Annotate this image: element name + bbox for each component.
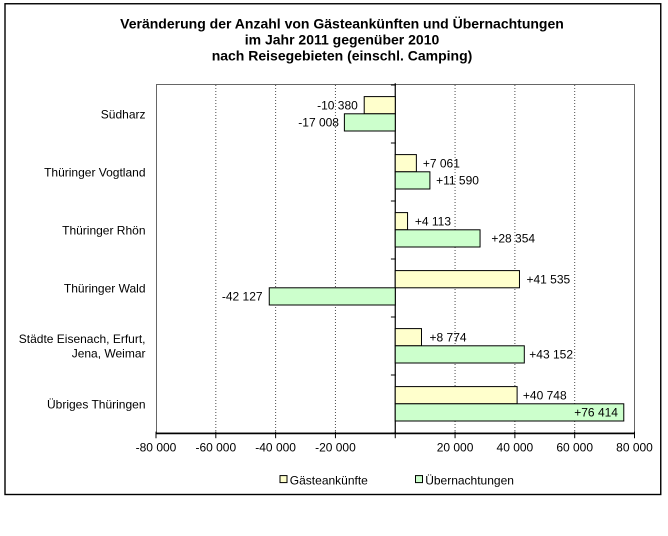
svg-text:nach Reisegebieten (einschl. C: nach Reisegebieten (einschl. Camping) <box>212 47 473 63</box>
svg-text:+43 152: +43 152 <box>529 348 573 362</box>
svg-text:-40 000: -40 000 <box>255 441 296 455</box>
svg-text:+8 774: +8 774 <box>430 331 467 345</box>
svg-text:Städte Eisenach, Erfurt,: Städte Eisenach, Erfurt, <box>19 332 146 346</box>
svg-text:+40 748: +40 748 <box>523 389 567 403</box>
svg-text:Thüringer Vogtland: Thüringer Vogtland <box>44 165 145 179</box>
svg-text:-80 000: -80 000 <box>136 441 177 455</box>
svg-text:Veränderung der Anzahl von Gäs: Veränderung der Anzahl von Gästeankünfte… <box>120 16 564 32</box>
svg-text:Südharz: Südharz <box>101 107 146 121</box>
svg-text:Gästeankünfte: Gästeankünfte <box>290 473 368 487</box>
svg-text:60 000: 60 000 <box>556 441 593 455</box>
svg-text:80 000: 80 000 <box>616 441 653 455</box>
svg-text:-20 000: -20 000 <box>315 441 356 455</box>
svg-text:-42 127: -42 127 <box>222 290 263 304</box>
svg-text:+11 590: +11 590 <box>436 174 479 188</box>
svg-text:+28 354: +28 354 <box>491 232 535 246</box>
svg-text:+76 414: +76 414 <box>574 406 618 420</box>
svg-text:-10 380: -10 380 <box>317 99 358 113</box>
svg-text:Übriges Thüringen: Übriges Thüringen <box>47 397 146 411</box>
svg-text:Thüringer Wald: Thüringer Wald <box>64 281 146 295</box>
svg-text:40 000: 40 000 <box>497 441 534 455</box>
svg-text:+4 113: +4 113 <box>415 215 451 229</box>
svg-text:+41 535: +41 535 <box>526 273 570 287</box>
svg-text:20 000: 20 000 <box>437 441 474 455</box>
svg-text:Übernachtungen: Übernachtungen <box>425 473 514 487</box>
svg-text:Jena, Weimar: Jena, Weimar <box>72 347 146 361</box>
svg-text:im Jahr 2011 gegenüber 2010: im Jahr 2011 gegenüber 2010 <box>245 32 440 48</box>
svg-text:-60 000: -60 000 <box>195 441 236 455</box>
svg-text:Thüringer Rhön: Thüringer Rhön <box>62 223 145 237</box>
svg-text:-17 008: -17 008 <box>298 116 339 130</box>
svg-text:+7 061: +7 061 <box>423 157 460 171</box>
